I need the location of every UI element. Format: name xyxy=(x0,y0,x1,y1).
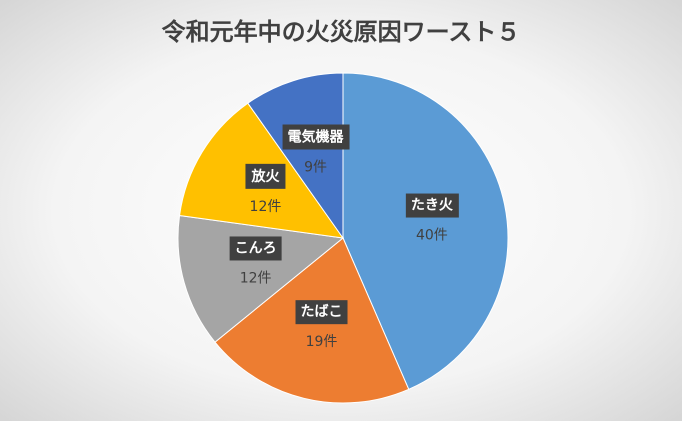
category-label: こんろ xyxy=(235,240,277,256)
category-label: 電気機器 xyxy=(288,129,345,146)
pie-slice xyxy=(247,72,344,240)
chart-title: 令和元年中の火災原因ワースト５ xyxy=(162,18,521,46)
value-label: 12件 xyxy=(250,199,282,215)
category-label: たばこ xyxy=(301,304,343,320)
category-label-box xyxy=(405,193,459,218)
value-label: 19件 xyxy=(306,334,338,350)
pie xyxy=(177,72,509,404)
value-label: 12件 xyxy=(240,270,272,286)
value-label: 9件 xyxy=(304,160,327,176)
category-label-box xyxy=(282,124,350,150)
category-label: たき火 xyxy=(411,198,454,214)
category-label-box xyxy=(229,236,282,261)
category-label-box xyxy=(295,300,348,325)
value-label: 40件 xyxy=(416,228,448,244)
category-label: 放火 xyxy=(250,168,280,185)
pie-slice xyxy=(342,72,509,390)
category-label-box xyxy=(245,163,286,189)
pie-slice xyxy=(177,214,345,343)
